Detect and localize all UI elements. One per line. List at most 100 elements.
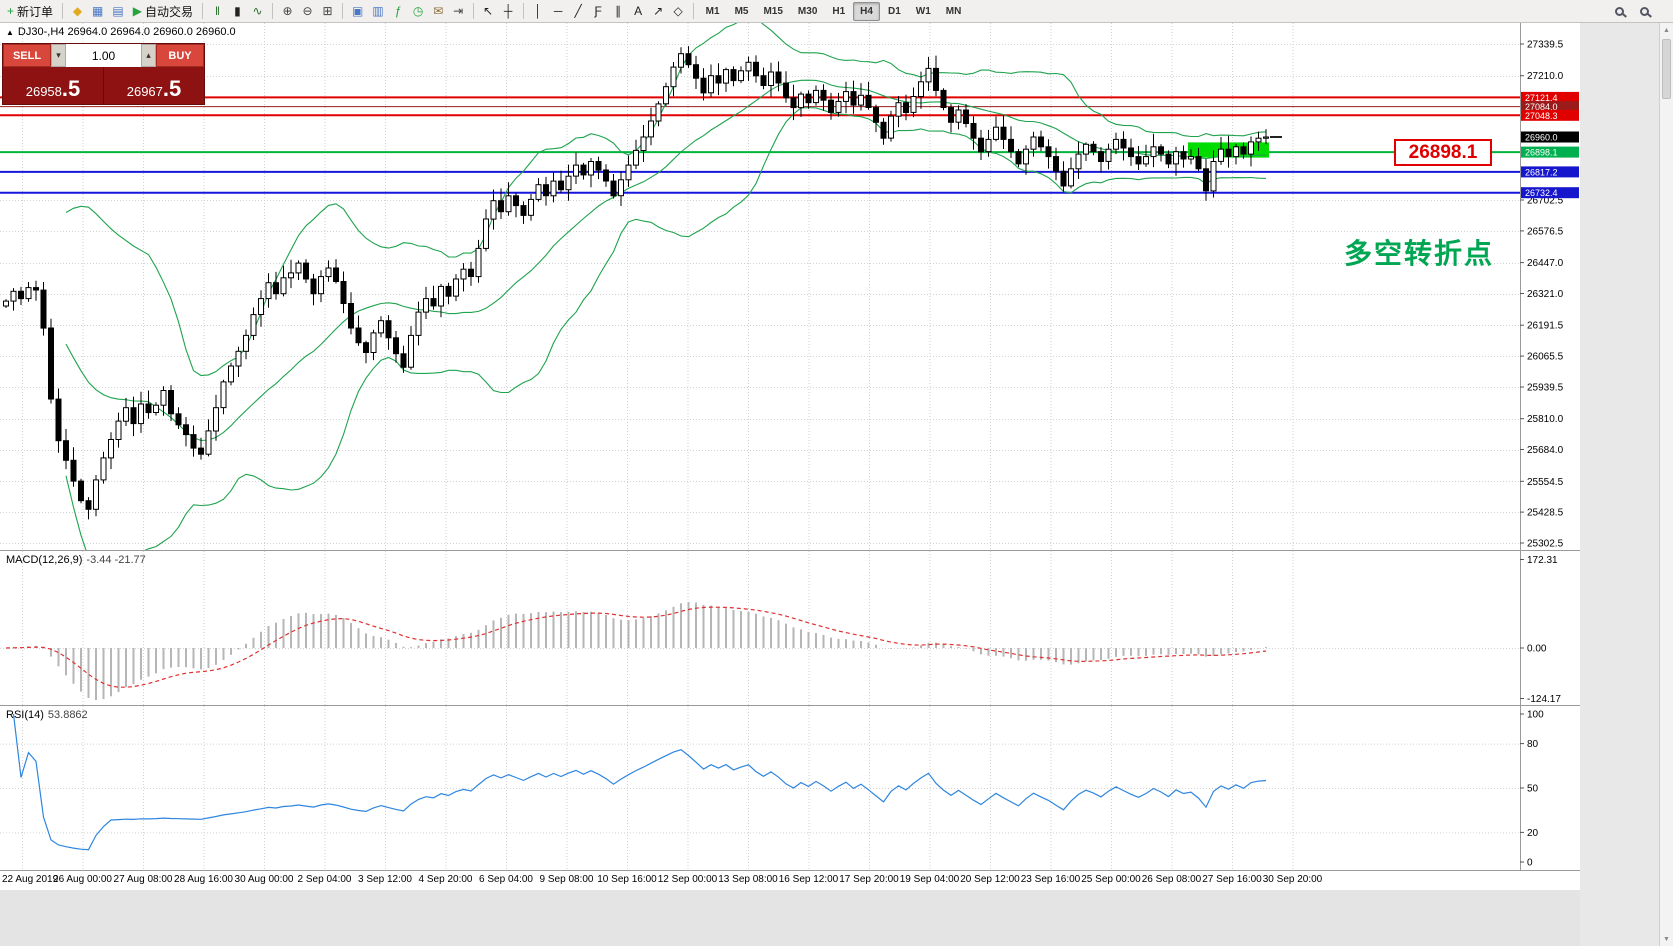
main-chart-canvas[interactable]: 27339.5 27210.0 26702.5 26576.5 26447.0 26321… — [0, 23, 1580, 550]
macd-panel-canvas[interactable]: 172.31 0.00 -124.17 — [0, 551, 1580, 705]
autotrading-button[interactable]: ▶ 自动交易 — [129, 2, 197, 21]
sell-price[interactable]: 26958.5 — [3, 67, 103, 104]
vertical-line-icon: │ — [534, 4, 542, 18]
chart-bars-button[interactable]: ‖ — [208, 2, 227, 21]
symbol-search-button[interactable] — [1610, 2, 1629, 21]
timeframe-h4-button[interactable]: H4 — [853, 1, 880, 21]
macd-grid — [0, 551, 1520, 705]
macd-values: -3.44 -21.77 — [86, 554, 146, 566]
main-grid — [0, 23, 1520, 550]
fibonacci-button[interactable]: Ƒ — [589, 2, 608, 21]
scroll-up-icon[interactable]: ▲ — [1663, 26, 1670, 34]
sell-button[interactable]: SELL — [3, 44, 51, 67]
shapes-button[interactable]: ◇ — [669, 2, 688, 21]
toolbar-left-groups: + 新订单 ◆ ▦ ▤ ▶ 自动交易 ‖ ▮ ∿ ⊕ ⊖ ⊞ ▣ ▥ ƒ ◷ ✉ ⇥ ↖ ┼ │ ─ ╱ Ƒ ∥ A ↗ ◇ M1 M5 M1… — [3, 1, 968, 21]
cursor-button[interactable]: ↖ — [479, 2, 498, 21]
buy-price-main: 26967 — [126, 84, 163, 99]
svg-text:26732.4: 26732.4 — [1525, 188, 1558, 198]
macd-signal-line — [5, 606, 1267, 688]
svg-text:-124.17: -124.17 — [1527, 694, 1561, 705]
turning-point-note[interactable]: 多空转折点 — [1344, 238, 1495, 269]
rsi-name: RSI(14) — [6, 709, 44, 721]
metaeditor-button[interactable]: ◆ — [68, 2, 87, 21]
text-button[interactable]: A — [629, 2, 648, 21]
cascade-windows-button[interactable]: ▥ — [368, 2, 387, 21]
buy-price[interactable]: 26967.5 — [103, 67, 204, 104]
lot-size-input[interactable] — [66, 44, 141, 67]
svg-text:25810.0: 25810.0 — [1527, 414, 1564, 425]
rsi-panel-canvas[interactable]: 100 80 50 20 0 — [0, 706, 1580, 870]
buy-button[interactable]: BUY — [156, 44, 204, 67]
timeframe-d1-button[interactable]: D1 — [887, 5, 901, 17]
svg-text:25428.5: 25428.5 — [1527, 508, 1564, 519]
zoom-out-button[interactable]: ⊖ — [298, 2, 317, 21]
trendline-button[interactable]: ╱ — [569, 2, 588, 21]
profiles-button[interactable]: ▤ — [108, 2, 127, 21]
zoom-out-icon: ⊖ — [302, 4, 313, 18]
chart-shift-button[interactable]: ⇥ — [449, 2, 468, 21]
scroll-down-icon[interactable]: ▼ — [1663, 935, 1670, 943]
svg-text:27339.5: 27339.5 — [1527, 40, 1564, 51]
toolbar-separator — [341, 3, 343, 19]
channel-icon: ∥ — [615, 4, 622, 18]
channel-button[interactable]: ∥ — [609, 2, 628, 21]
vertical-line-button[interactable]: │ — [529, 2, 548, 21]
time-axis-label: 17 Sep 20:00 — [839, 874, 899, 885]
svg-text:100: 100 — [1527, 710, 1544, 721]
toolbar-separator — [472, 3, 474, 19]
chart-line-icon: ∿ — [252, 4, 263, 18]
panel-separator[interactable] — [0, 705, 1580, 706]
horizontal-line-icon: ─ — [553, 4, 563, 18]
metaeditor-icon: ◆ — [72, 4, 83, 18]
period-button[interactable]: ◷ — [409, 2, 428, 21]
chart-line-button[interactable]: ∿ — [248, 2, 267, 21]
time-axis-label: 27 Aug 08:00 — [113, 874, 173, 885]
sell-price-main: 26958 — [25, 84, 62, 99]
charts-button[interactable]: ▦ — [88, 2, 107, 21]
grid-button[interactable]: ⊞ — [318, 2, 337, 21]
collapse-panel-icon[interactable]: ▲ — [6, 28, 14, 37]
new-order-button[interactable]: + 新订单 — [3, 2, 57, 21]
rsi-line — [12, 713, 1267, 851]
toolbar-right-groups — [1610, 2, 1670, 21]
timeframe-m30-button[interactable]: M30 — [797, 5, 818, 17]
zoom-in-button[interactable]: ⊕ — [278, 2, 297, 21]
timeframe-h1-button[interactable]: H1 — [832, 5, 846, 17]
timeframe-m15-button[interactable]: M15 — [763, 5, 783, 17]
panel-separator[interactable] — [0, 550, 1580, 551]
cascade-windows-icon: ▥ — [372, 4, 384, 18]
svg-text:26447.0: 26447.0 — [1527, 258, 1564, 269]
scrollbar-thumb[interactable] — [1662, 39, 1671, 99]
timeframe-m5-button[interactable]: M5 — [734, 5, 749, 17]
macd-name: MACD(12,26,9) — [6, 554, 83, 566]
new-order-icon: + — [7, 4, 15, 18]
time-axis[interactable]: 22 Aug 2019 26 Aug 00:00 27 Aug 08:00 28 Au… — [0, 870, 1580, 890]
svg-text:27121.4: 27121.4 — [1525, 93, 1558, 103]
lot-increase-button[interactable]: ▴ — [141, 44, 156, 67]
chart-window[interactable]: 27339.5 27210.0 26702.5 26576.5 26447.0 26321… — [0, 23, 1580, 890]
time-axis-label: 19 Sep 04:00 — [899, 874, 960, 885]
crosshair-button[interactable]: ┼ — [499, 2, 518, 21]
svg-text:26960.0: 26960.0 — [1525, 133, 1558, 143]
chart-bars-icon: ‖ — [214, 4, 220, 18]
timeframe-m1-button[interactable]: M1 — [705, 5, 720, 17]
toolbar-separator — [62, 3, 64, 19]
timeframe-mn-button[interactable]: MN — [945, 5, 962, 17]
time-axis-label: 16 Sep 12:00 — [778, 874, 839, 885]
candles[interactable] — [3, 46, 1269, 520]
horizontal-line-button[interactable]: ─ — [549, 2, 568, 21]
quick-search-button[interactable] — [1635, 2, 1654, 21]
lot-decrease-button[interactable]: ▾ — [51, 44, 66, 67]
symbol-search-icon — [1615, 6, 1624, 16]
templates-button[interactable]: ✉ — [429, 2, 448, 21]
timeframe-w1-button[interactable]: W1 — [915, 5, 931, 17]
vertical-scrollbar[interactable]: ▲ ▼ — [1659, 23, 1673, 946]
tile-windows-button[interactable]: ▣ — [348, 2, 367, 21]
indicators-button[interactable]: ƒ — [389, 2, 408, 21]
price-callout-label[interactable]: 26898.1 — [1394, 139, 1492, 166]
arrows-button[interactable]: ↗ — [649, 2, 668, 21]
one-click-trading-panel: SELL ▾ ▴ BUY 26958.5 26967.5 — [2, 43, 205, 105]
chart-candles-button[interactable]: ▮ — [228, 2, 247, 21]
time-axis-label: 12 Sep 00:00 — [657, 874, 718, 885]
